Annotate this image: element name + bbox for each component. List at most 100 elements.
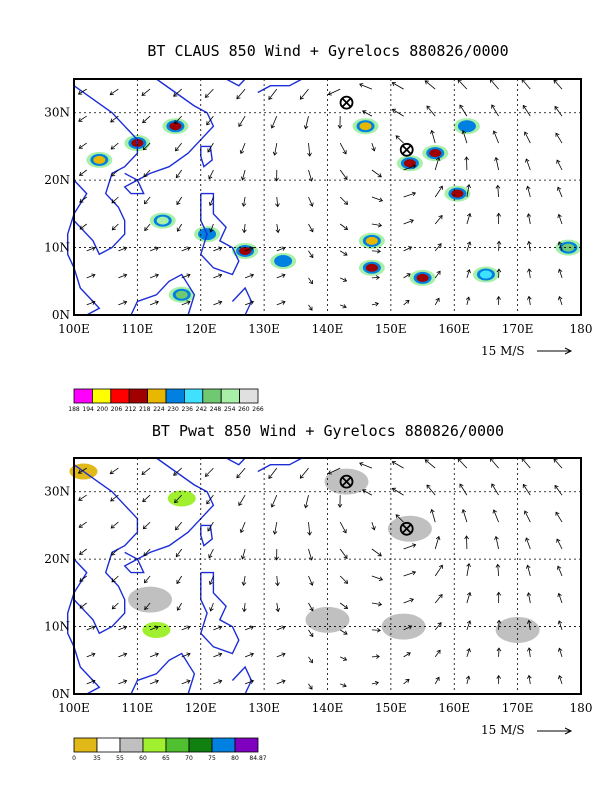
wind-vector: [86, 300, 96, 306]
wind-vector: [118, 273, 128, 279]
wind-vector: [78, 521, 87, 528]
field-core: [562, 243, 575, 252]
colorbar-swatch: [188, 737, 213, 753]
field-area: [381, 613, 426, 640]
wind-vector: [275, 196, 280, 208]
wind-vector: [403, 273, 411, 279]
field-blob: [453, 118, 480, 135]
wind-vector: [181, 679, 191, 685]
colorbar-swatch: [165, 737, 190, 753]
field-blob: [396, 155, 423, 172]
wind-vector: [181, 273, 191, 279]
wind-vector: [465, 675, 471, 684]
x-tick-label: 110E: [122, 701, 154, 715]
wind-vector: [371, 248, 381, 254]
colorbar-swatch: [128, 388, 148, 404]
field-core: [169, 122, 182, 131]
field-core: [365, 236, 378, 245]
wind-vector: [403, 652, 411, 658]
wind-vector: [526, 619, 532, 630]
wind-vector: [526, 592, 532, 604]
wind-vector: [79, 223, 87, 230]
wind-vector: [464, 156, 469, 171]
colorbar-swatch: [165, 388, 185, 404]
colorbar-label: 60: [139, 755, 147, 762]
wind-vector: [466, 183, 471, 198]
x-tick-label: 130E: [248, 322, 280, 336]
wind-vector: [308, 196, 314, 207]
coastline: [231, 665, 253, 695]
wind-vector: [275, 223, 281, 234]
wind-vector: [307, 522, 312, 536]
coastline: [67, 179, 101, 316]
wind-vector: [241, 196, 247, 207]
wind-vector: [244, 246, 255, 252]
wind-vector: [175, 548, 183, 558]
colorbar-label: 206: [111, 406, 123, 413]
wind-vector: [240, 169, 246, 181]
field-blob: [352, 118, 379, 135]
wind-vector: [527, 674, 532, 684]
field-core: [277, 257, 290, 266]
field-area: [387, 515, 432, 542]
wind-vector: [77, 467, 87, 474]
wind-vector: [213, 652, 223, 658]
colorbar-swatch: [147, 388, 167, 404]
wind-vector: [371, 654, 380, 659]
wind-vector: [339, 548, 348, 559]
panel-pwat: BT Pwat 850 Wind + Gyrelocs 880826/0000 …: [44, 422, 592, 762]
wind-vector: [111, 548, 119, 556]
wind-vector: [339, 250, 348, 256]
colorbar-swatch: [119, 737, 144, 753]
colorbar-swatch: [183, 388, 204, 404]
field-blob: [358, 259, 385, 276]
wind-vector: [111, 602, 119, 610]
wind-vector: [270, 494, 278, 508]
wind-vector: [86, 246, 96, 252]
wind-vector: [339, 142, 347, 155]
wind-vector: [308, 304, 313, 311]
colorbar-label: 218: [139, 406, 151, 413]
wind-vector: [236, 88, 246, 100]
wind-vector: [403, 678, 410, 685]
colorbar-label: 212: [125, 406, 137, 413]
colorbar-label: 70: [185, 755, 193, 762]
wind-vector: [434, 243, 442, 252]
panel2-frame: [73, 457, 582, 695]
wind-vector: [173, 467, 182, 476]
wind-vector: [149, 625, 159, 631]
wind-vector: [371, 169, 382, 178]
wind-vector: [175, 142, 183, 152]
wind-vector: [77, 88, 87, 95]
wind-vector: [496, 591, 502, 604]
wind-vector: [209, 602, 214, 612]
wind-vector: [466, 212, 472, 225]
wind-vector: [204, 88, 214, 98]
x-tick-label: 120E: [185, 322, 217, 336]
colorbar-label: 230: [167, 406, 179, 413]
field-core: [239, 246, 252, 255]
colorbar-swatch: [73, 388, 93, 404]
wind-vector: [244, 679, 255, 685]
wind-vector: [556, 159, 563, 171]
wind-vector: [173, 88, 182, 97]
wind-vector: [86, 679, 96, 685]
wind-vector: [395, 135, 404, 144]
wind-vector: [554, 484, 563, 496]
wind-vector: [339, 521, 347, 534]
wind-vector: [327, 88, 341, 96]
wind-vector: [395, 514, 404, 523]
wind-vector: [426, 105, 436, 117]
wind-vector: [466, 269, 471, 279]
colorbar-label: 84.87: [249, 755, 266, 762]
wind-vector: [308, 548, 314, 561]
colorbar-label: 188: [68, 406, 80, 413]
wind-vector: [143, 169, 151, 178]
wind-vector: [495, 184, 501, 198]
wind-vector: [143, 575, 151, 584]
wind-vector: [496, 212, 502, 225]
coastline: [123, 558, 145, 574]
colorbar-swatch: [211, 737, 236, 753]
x-tick-label: 160E: [438, 322, 470, 336]
